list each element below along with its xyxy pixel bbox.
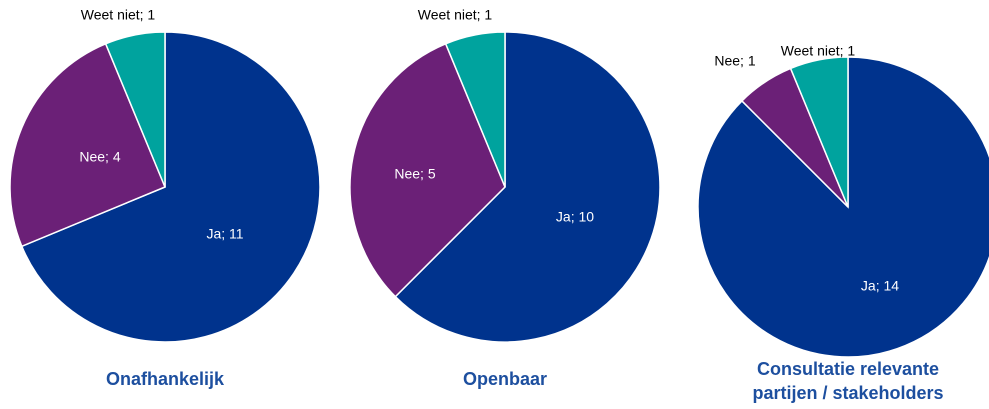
- slice-label: Weet niet; 1: [81, 7, 156, 23]
- pie-slice: [20, 31, 321, 343]
- slice-label: Nee; 5: [394, 166, 435, 182]
- pie-slice: [104, 31, 166, 188]
- pie-slice: [697, 56, 989, 358]
- slice-label: Ja; 11: [206, 226, 243, 242]
- slice-label: Weet niet; 1: [418, 7, 493, 23]
- pie-slice: [789, 56, 849, 208]
- pie-slice: [444, 31, 506, 188]
- chart-title: Consultatie relevante: [757, 359, 939, 379]
- slice-label: Nee; 1: [714, 53, 755, 69]
- chart-title: Openbaar: [463, 369, 547, 389]
- chart-title: partijen / stakeholders: [752, 383, 943, 403]
- chart-title: Onafhankelijk: [106, 369, 225, 389]
- pie-slice: [394, 31, 661, 343]
- slice-label: Ja; 10: [556, 209, 594, 225]
- slice-label: Weet niet; 1: [781, 43, 856, 59]
- pie-slice: [349, 42, 506, 298]
- slice-label: Ja; 14: [861, 278, 899, 294]
- slice-label: Nee; 4: [79, 149, 120, 165]
